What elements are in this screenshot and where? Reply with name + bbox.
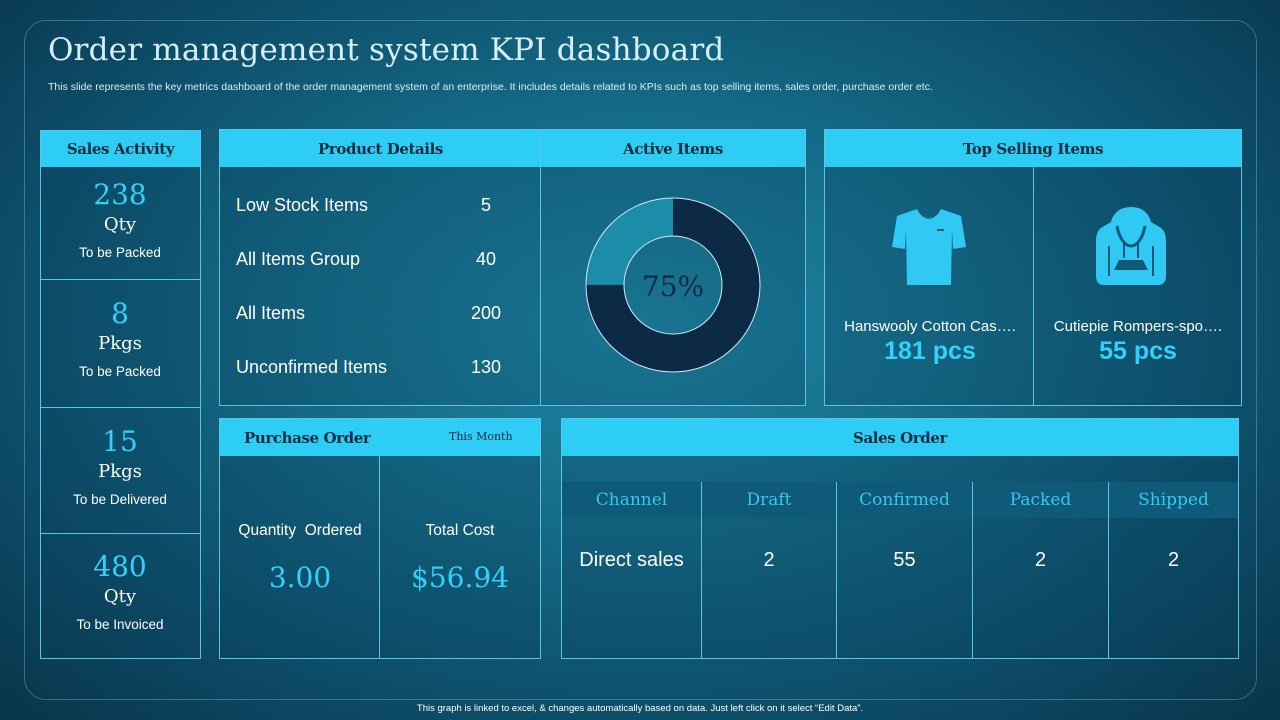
product-detail-label: All Items Group <box>236 249 361 269</box>
product-detail-value: 130 <box>470 357 502 377</box>
total-cost-label: Total Cost <box>425 522 495 539</box>
product-detail-label: All Items <box>236 303 306 323</box>
sales-activity-caption: To be Delivered <box>73 492 167 507</box>
quantity-ordered-label: Quantity Ordered <box>238 522 362 539</box>
table-cell-channel: Direct sales <box>579 549 684 571</box>
product-details-header: Product Details <box>220 130 541 167</box>
sales-activity-item: 480 Qty To be Invoiced <box>41 550 199 636</box>
divider <box>701 482 702 658</box>
product-detail-value: 5 <box>480 195 491 215</box>
product-details-panel: Product Details Active Items Low Stock I… <box>219 129 806 406</box>
column-header-shipped: Shipped <box>1109 482 1238 518</box>
top-selling-panel: Top Selling Items Hanswooly Cotton Cas….… <box>824 129 1242 406</box>
divider <box>540 130 541 405</box>
sales-activity-value: 238 <box>93 178 147 211</box>
column-header-packed: Packed <box>973 482 1108 518</box>
product-detail-label: Low Stock Items <box>236 195 369 215</box>
sales-activity-unit: Qty <box>103 586 137 607</box>
purchase-order-header: Purchase Order This Month <box>220 419 540 456</box>
product-detail-row: Low Stock Items 5 <box>236 195 536 216</box>
sales-activity-value: 480 <box>93 550 147 583</box>
donut-outline-outer <box>585 197 761 373</box>
sales-activity-item: 8 Pkgs To be Packed <box>41 297 199 383</box>
product-detail-row: All Items Group 40 <box>236 249 536 270</box>
divider <box>41 407 200 408</box>
divider <box>1108 482 1109 658</box>
purchase-order-panel: Purchase Order This Month Quantity Order… <box>219 418 541 659</box>
table-cell-shipped: 2 <box>1167 549 1180 571</box>
column-header-draft: Draft <box>702 482 836 518</box>
sales-activity-header: Sales Activity <box>41 131 200 167</box>
tshirt-icon <box>892 209 966 285</box>
top-selling-item-name: Hanswooly Cotton Cas…. <box>844 318 1016 335</box>
product-detail-label: Unconfirmed Items <box>236 357 388 377</box>
top-selling-item-qty: 55 pcs <box>1099 337 1177 365</box>
table-cell-draft: 2 <box>763 549 775 571</box>
page-title: Order management system KPI dashboard <box>48 32 725 68</box>
table-cell-packed: 2 <box>1034 549 1047 571</box>
product-detail-row: All Items 200 <box>236 303 536 324</box>
sales-activity-panel: Sales Activity 238 Qty To be Packed 8 Pk… <box>40 130 201 659</box>
active-items-header: Active Items <box>541 130 805 167</box>
sales-order-panel: Sales Order Channel Draft Confirmed Pack… <box>561 418 1239 659</box>
sales-activity-caption: To be Invoiced <box>76 617 164 632</box>
sales-activity-unit: Pkgs <box>98 333 142 354</box>
purchase-order-period: This Month <box>449 430 513 443</box>
donut-value-arc <box>586 198 760 372</box>
column-header-confirmed: Confirmed <box>837 482 972 518</box>
sales-order-header: Sales Order <box>562 419 1238 456</box>
sales-activity-unit: Qty <box>103 214 137 235</box>
product-detail-value: 40 <box>475 249 497 269</box>
page-subtitle: This slide represents the key metrics da… <box>48 81 933 93</box>
top-selling-item-name: Cutiepie Rompers-spo…. <box>1053 318 1223 335</box>
divider <box>972 482 973 658</box>
sales-activity-item: 238 Qty To be Packed <box>41 178 199 264</box>
divider <box>1033 167 1034 405</box>
divider <box>836 482 837 658</box>
sales-activity-value: 8 <box>111 297 129 330</box>
quantity-ordered-value: 3.00 <box>268 561 332 594</box>
donut-label: 75% <box>642 270 704 303</box>
product-detail-row: Unconfirmed Items 130 <box>236 357 536 378</box>
top-selling-item-qty: 181 pcs <box>884 337 976 365</box>
product-detail-value: 200 <box>470 303 502 323</box>
sales-activity-unit: Pkgs <box>98 461 142 482</box>
sales-activity-caption: To be Packed <box>79 245 161 260</box>
top-selling-header: Top Selling Items <box>825 130 1241 167</box>
divider <box>41 279 200 280</box>
divider <box>379 456 380 658</box>
hoodie-icon <box>1096 207 1166 285</box>
sales-activity-item: 15 Pkgs To be Delivered <box>41 425 199 511</box>
footer-note: This graph is linked to excel, & changes… <box>416 703 864 714</box>
active-items-donut: 75% <box>585 197 761 373</box>
content-frame <box>24 20 1257 700</box>
table-cell-confirmed: 55 <box>893 549 916 571</box>
column-header-channel: Channel <box>562 482 701 518</box>
total-cost-value: $56.94 <box>411 561 509 594</box>
divider <box>41 533 200 534</box>
sales-activity-caption: To be Packed <box>79 364 161 379</box>
donut-outline-inner <box>623 235 723 335</box>
purchase-order-title: Purchase Order <box>244 428 371 447</box>
sales-activity-value: 15 <box>102 425 138 458</box>
